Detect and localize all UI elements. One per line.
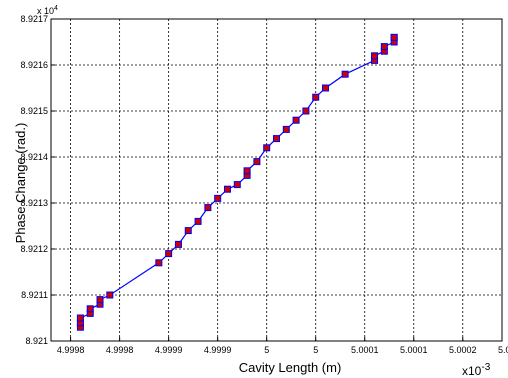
data-point <box>76 314 84 322</box>
data-point <box>184 227 192 235</box>
x-tick-label: 4.9999 <box>204 345 232 355</box>
x-multiplier-exponent: -3 <box>481 362 490 373</box>
data-point <box>253 158 261 166</box>
data-point <box>223 185 231 193</box>
data-point <box>312 93 320 101</box>
x-multiplier-base: x10 <box>462 364 482 378</box>
data-point <box>194 217 202 225</box>
x-tick-label: 5.0001 <box>400 345 428 355</box>
data-point <box>302 107 310 115</box>
y-multiplier-exponent: 4 <box>54 5 58 12</box>
data-point <box>96 296 104 304</box>
y-tick-label: 8.9214 <box>20 152 48 162</box>
data-point <box>341 70 349 78</box>
data-point <box>233 181 241 189</box>
x-axis-label: Cavity Length (m) <box>239 360 342 375</box>
y-tick-label: 8.9213 <box>20 198 48 208</box>
data-point <box>204 204 212 212</box>
data-point <box>214 194 222 202</box>
data-point <box>243 167 251 175</box>
data-point <box>282 125 290 133</box>
x-axis: 4.9998 4.9998 4.9999 4.9999 5 5 5.0001 5.0001 5.… <box>57 337 508 355</box>
data-point <box>380 43 388 51</box>
plot-area <box>51 19 502 341</box>
y-tick-label: 8.9211 <box>21 290 48 300</box>
x-tick-label: 5.0002 <box>449 345 477 355</box>
y-multiplier-base: x 10 <box>37 6 54 16</box>
x-tick-label: 5.0002 <box>498 345 508 355</box>
x-tick-label: 4.9999 <box>155 345 183 355</box>
y-axis-label: Phase Change (rad.) <box>13 123 28 244</box>
plot-frame <box>50 18 503 342</box>
data-point <box>322 84 330 92</box>
data-point <box>155 259 163 267</box>
x-tick-label: 5 <box>264 345 269 355</box>
data-point <box>273 135 280 143</box>
x-tick-label: 5 <box>313 345 318 355</box>
y-tick-label: 8.9212 <box>20 244 48 254</box>
grid <box>51 19 502 341</box>
data-point <box>165 250 173 258</box>
x-tick-label: 4.9998 <box>57 345 85 355</box>
x-multiplier: x10-3 <box>462 362 491 378</box>
y-multiplier: x 104 <box>37 5 58 16</box>
data-point <box>390 33 398 41</box>
x-tick-label: 4.9998 <box>106 345 134 355</box>
data-point <box>174 240 182 248</box>
data-point <box>263 144 271 152</box>
y-tick-label: 8.9217 <box>20 14 48 24</box>
data-point <box>292 116 300 124</box>
x-tick-label: 5.0001 <box>351 345 379 355</box>
y-tick-label: 8.921 <box>25 336 48 346</box>
y-axis: 8.921 8.9211 8.9212 8.9213 8.9214 8.9215 8.921… <box>20 14 55 346</box>
data-point <box>86 305 94 313</box>
y-tick-label: 8.9215 <box>20 106 48 116</box>
data-point <box>106 291 114 299</box>
y-tick-label: 8.9216 <box>20 60 48 70</box>
data-point <box>371 52 379 60</box>
series-group <box>76 33 398 331</box>
